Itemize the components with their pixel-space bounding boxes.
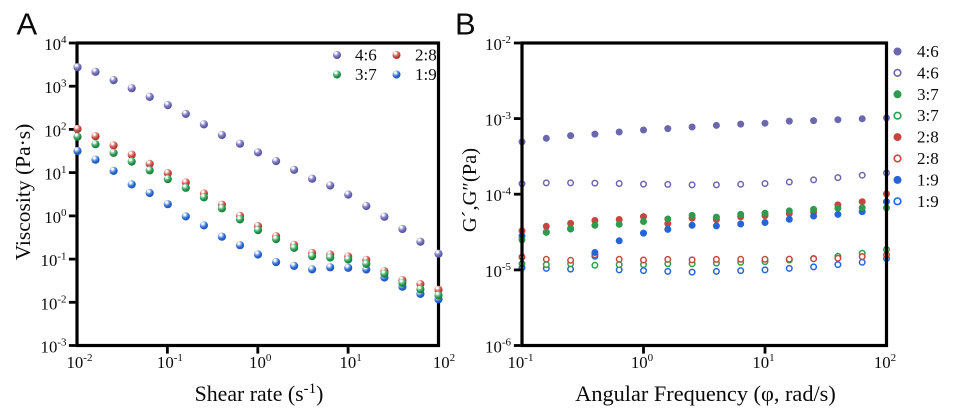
svg-text:1:9: 1:9 bbox=[917, 192, 939, 211]
svg-text:102: 102 bbox=[874, 352, 896, 372]
svg-text:4:6: 4:6 bbox=[917, 63, 939, 82]
svg-text:1:9: 1:9 bbox=[415, 65, 437, 84]
svg-text:1:9: 1:9 bbox=[917, 170, 939, 189]
svg-text:102: 102 bbox=[433, 352, 455, 372]
svg-text:102: 102 bbox=[44, 121, 66, 141]
svg-text:4:6: 4:6 bbox=[355, 46, 377, 65]
svg-text:Angular Frequency (φ, rad/s): Angular Frequency (φ, rad/s) bbox=[575, 381, 836, 406]
svg-text:2:8: 2:8 bbox=[917, 128, 939, 147]
svg-text:G´,G″(Pa): G´,G″(Pa) bbox=[459, 148, 481, 232]
svg-text:4:6: 4:6 bbox=[917, 42, 939, 61]
svg-text:101: 101 bbox=[44, 164, 66, 184]
svg-text:2:8: 2:8 bbox=[917, 149, 939, 168]
svg-text:3:7: 3:7 bbox=[917, 106, 939, 125]
svg-text:3:7: 3:7 bbox=[355, 65, 377, 84]
svg-text:Shear rate (s-1): Shear rate (s-1) bbox=[195, 381, 324, 406]
svg-text:3:7: 3:7 bbox=[917, 85, 939, 104]
svg-text:Viscosity (Pa·s): Viscosity (Pa·s) bbox=[11, 124, 35, 261]
svg-text:2:8: 2:8 bbox=[415, 46, 437, 65]
svg-text:A: A bbox=[17, 7, 38, 42]
svg-text:101: 101 bbox=[339, 352, 361, 372]
svg-text:101: 101 bbox=[752, 352, 774, 372]
svg-text:B: B bbox=[455, 7, 476, 42]
